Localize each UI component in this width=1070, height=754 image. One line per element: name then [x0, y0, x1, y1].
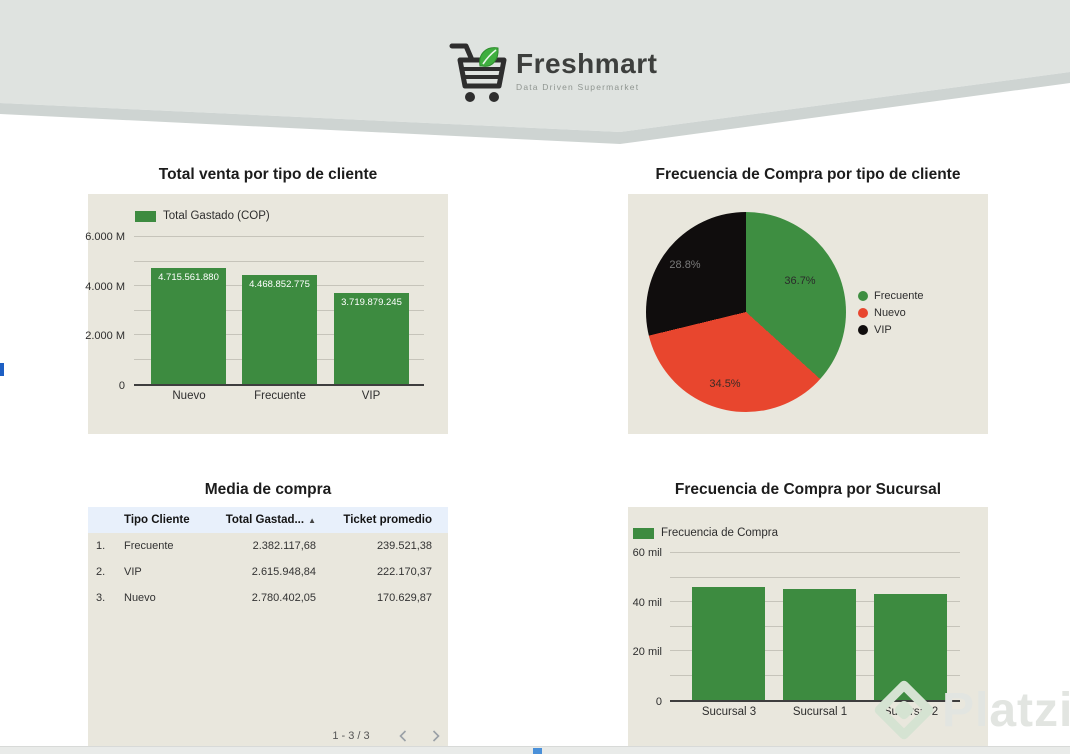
sort-asc-icon: ▲: [308, 516, 316, 525]
brand-name: Freshmart: [516, 48, 658, 79]
chart-title-media-compra: Media de compra: [204, 481, 332, 498]
x-tick-vip: VIP: [361, 390, 381, 402]
y-tick: 6.000 M: [85, 231, 125, 243]
panel-total-venta: Total Gastado (COP) 6.000 M 4.000 M 2.00…: [85, 194, 448, 434]
legend-item-frecuente[interactable]: Frecuente: [858, 290, 924, 302]
cell-total-gastado: 2.615.948,84: [251, 566, 316, 578]
leaf-icon: [479, 47, 499, 67]
y-tick: 0: [655, 696, 662, 708]
chart-title-total-venta: Total venta por tipo de cliente: [158, 166, 378, 183]
bar-value-label: 3.719.879.245: [341, 296, 402, 308]
legend-label: Frecuente: [874, 290, 924, 302]
pagination-range: 1 - 3 / 3: [332, 730, 370, 742]
panel-frecuencia-cliente: 36.7% 34.5% 28.8% Frecuente Nuevo VIP: [628, 194, 988, 434]
row-number: 1.: [96, 540, 106, 552]
panel-media-compra: Tipo Cliente Total Gastad... ▲ Ticket pro…: [88, 507, 448, 747]
bar-sucursal-3[interactable]: [692, 586, 765, 700]
legend-item-nuevo[interactable]: Nuevo: [858, 307, 924, 319]
cell-total-gastado: 2.780.402,05: [251, 592, 316, 604]
table-row[interactable]: 3. Nuevo 2.780.402,05 170.629,87: [88, 585, 448, 611]
gridline: [134, 260, 424, 262]
row-number: 3.: [96, 592, 106, 604]
bar-vip[interactable]: 3.719.879.245: [334, 292, 409, 384]
header-band: [0, 0, 1070, 144]
bar-value-label: 4.715.561.880: [158, 272, 219, 284]
chevron-left-icon: [399, 730, 407, 742]
legend-dot-red: [858, 308, 868, 318]
x-tick-sucursal-3: Sucursal 3: [701, 706, 757, 718]
row-number: 2.: [96, 566, 106, 578]
platzi-watermark-text: Platzi: [942, 683, 1070, 737]
gridline: [670, 552, 960, 553]
y-tick: 40 mil: [632, 596, 662, 609]
col-header-label: Total Gastad...: [225, 514, 305, 526]
pie-pct-nuevo: 34.5%: [709, 378, 741, 390]
pie-chart[interactable]: [646, 212, 846, 412]
legend-swatch: [135, 210, 156, 222]
legend-total-gastado[interactable]: Total Gastado (COP): [135, 210, 270, 222]
cell-tipo-cliente: Frecuente: [124, 540, 174, 552]
cell-total-gastado: 2.382.117,68: [252, 540, 316, 552]
chart-title-frecuencia-sucursal: Frecuencia de Compra por Sucursal: [674, 481, 942, 498]
pagination-next-button[interactable]: [426, 727, 446, 745]
bar-frecuente[interactable]: 4.468.852.775: [242, 274, 317, 384]
left-edge-marker: [0, 363, 4, 376]
bar-sucursal-2[interactable]: [874, 594, 947, 700]
legend-label: Nuevo: [874, 307, 906, 319]
gridline: [134, 236, 424, 237]
chevron-right-icon: [432, 730, 440, 742]
table-header-row: Tipo Cliente Total Gastad... ▲ Ticket pro…: [88, 507, 448, 533]
x-tick-frecuente: Frecuente: [254, 390, 306, 402]
legend-dot-green: [858, 291, 868, 301]
legend-label: Total Gastado (COP): [163, 210, 270, 222]
y-tick: 4.000 M: [85, 280, 125, 293]
x-tick-nuevo: Nuevo: [172, 390, 206, 402]
legend-swatch: [633, 527, 654, 539]
brand-logo: Freshmart Data Driven Supermarket: [446, 38, 657, 106]
bar-value-label: 4.468.852.775: [249, 278, 310, 290]
col-header-tipo-cliente[interactable]: Tipo Cliente: [124, 514, 190, 526]
x-tick-sucursal-1: Sucursal 1: [792, 706, 848, 718]
pie-legend: Frecuente Nuevo VIP: [858, 290, 924, 336]
plot-area: 4.715.561.880 4.468.852.775 3.719.879.24…: [134, 236, 424, 402]
table-row[interactable]: 2. VIP 2.615.948,84 222.170,37: [88, 559, 448, 585]
y-tick: 2.000 M: [85, 330, 125, 343]
col-header-ticket-promedio[interactable]: Ticket promedio: [343, 514, 432, 526]
chart-title-frecuencia-cliente: Frecuencia de Compra por tipo de cliente: [655, 166, 961, 183]
y-axis: 6.000 M 4.000 M 2.000 M 0: [85, 231, 131, 392]
gridline: [670, 576, 960, 578]
brand-tagline: Data Driven Supermarket: [516, 82, 640, 92]
col-header-total-gastado[interactable]: Total Gastad... ▲: [224, 514, 320, 526]
table-pagination: 1 - 3 / 3: [88, 727, 448, 745]
pagination-prev-button[interactable]: [393, 727, 413, 745]
cell-tipo-cliente: VIP: [124, 566, 142, 578]
legend-item-vip[interactable]: VIP: [858, 324, 924, 336]
legend-frecuencia-compra[interactable]: Frecuencia de Compra: [633, 527, 778, 539]
table-row[interactable]: 1. Frecuente 2.382.117,68 239.521,38: [88, 533, 448, 559]
bar-sucursal-1[interactable]: [783, 588, 856, 700]
cell-tipo-cliente: Nuevo: [124, 592, 156, 604]
legend-dot-black: [858, 325, 868, 335]
y-axis: 60 mil 40 mil 20 mil 0: [628, 547, 668, 708]
y-tick: 0: [118, 380, 125, 392]
y-tick: 20 mil: [632, 646, 662, 659]
legend-label: VIP: [874, 324, 892, 336]
cell-ticket-promedio: 239.521,38: [376, 540, 432, 552]
shopping-cart-icon: [449, 43, 507, 102]
cell-ticket-promedio: 222.170,37: [376, 566, 432, 578]
plot-area: Sucursal 3 Sucursal 1 Sucursal 2: [670, 552, 960, 718]
legend-label: Frecuencia de Compra: [661, 527, 778, 539]
bar-nuevo[interactable]: 4.715.561.880: [151, 268, 226, 384]
cell-ticket-promedio: 170.629,87: [376, 592, 432, 604]
platzi-watermark: Platzi: [872, 678, 1070, 742]
platzi-logo-icon: [874, 680, 934, 740]
y-tick: 60 mil: [632, 547, 662, 559]
pie-pct-vip: 28.8%: [669, 259, 701, 271]
progress-handle[interactable]: [533, 748, 542, 754]
pie-pct-frecuente: 36.7%: [784, 275, 816, 287]
